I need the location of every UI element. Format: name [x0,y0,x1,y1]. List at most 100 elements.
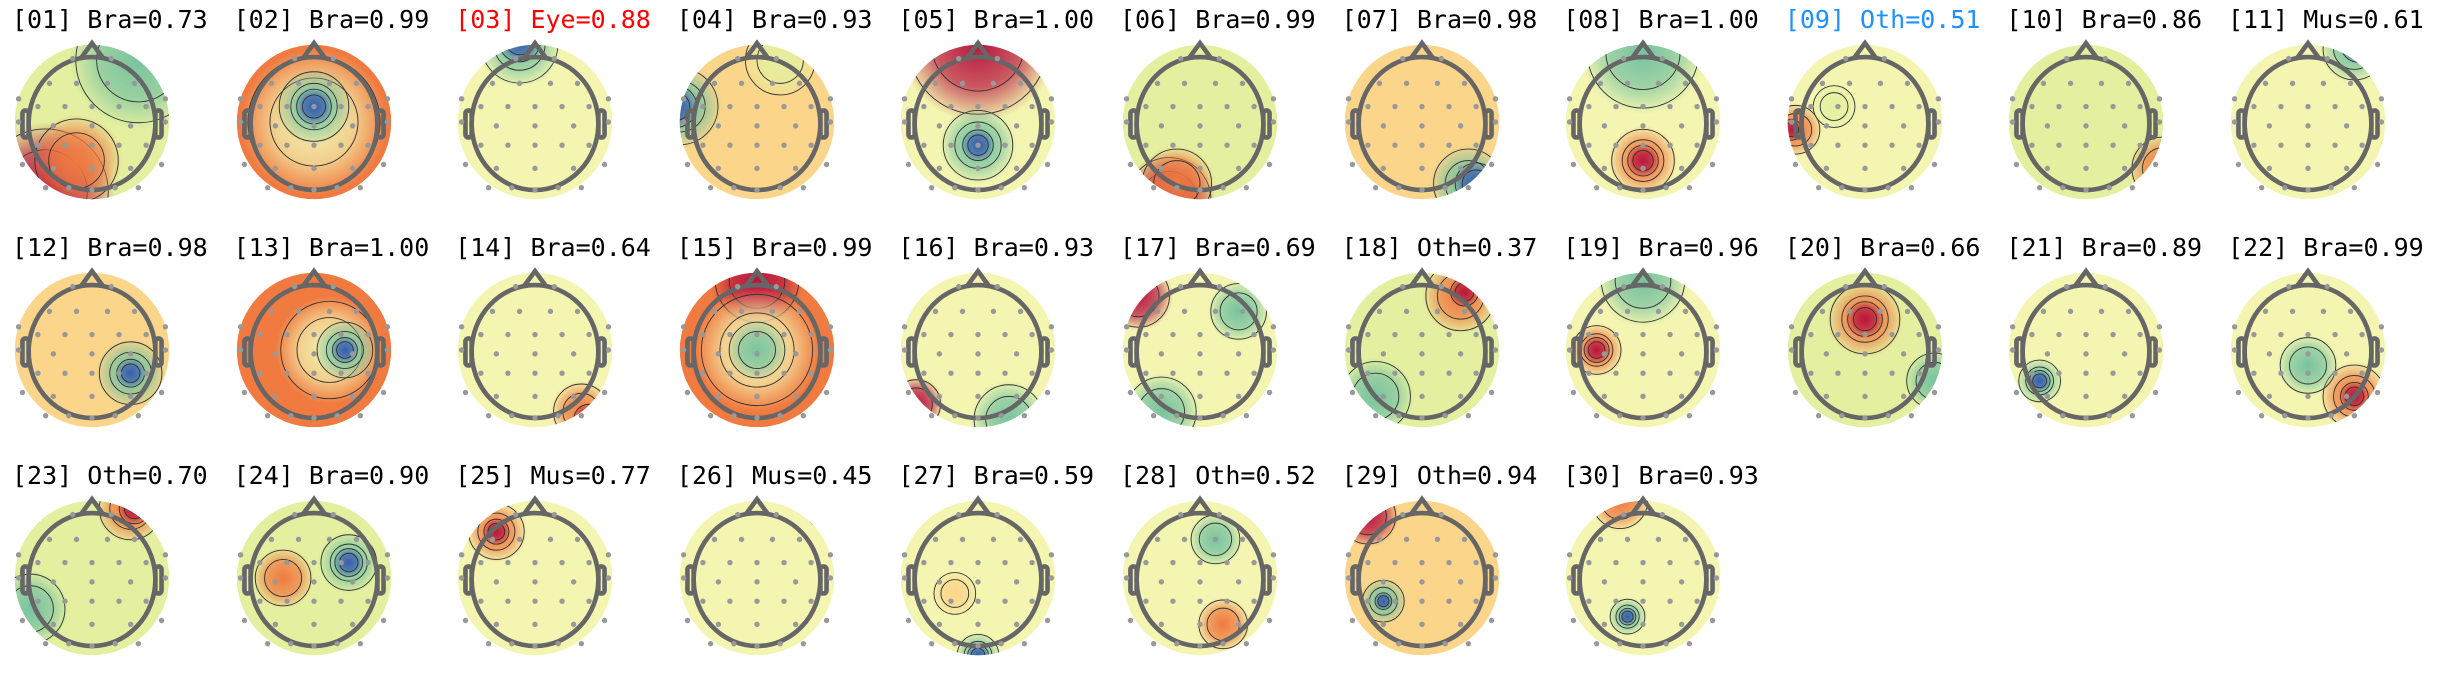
electrode-dot [605,324,612,330]
component-18[interactable]: [18] Oth=0.37 [1332,233,1554,463]
electrode-dot [2029,103,2036,110]
electrode-dot [291,511,297,518]
component-10[interactable]: [10] Bra=0.86 [1996,5,2218,235]
electrode-dot [827,119,833,125]
electrode-dot [738,308,745,315]
electrode-dot [1438,283,1444,290]
activation-blob [332,547,364,578]
electrode-dot [1399,511,1405,518]
electrode-dot [158,161,165,168]
component-25[interactable]: [25] Mus=0.77 [445,461,667,691]
electrode-dot [754,165,760,172]
electrode-dot [310,415,317,421]
electrode-dot [2289,80,2296,87]
component-13[interactable]: [13] Bra=1.00 [224,233,446,463]
electrode-dot [800,640,806,647]
contour-line [2346,44,2371,57]
component-29[interactable]: [29] Oth=0.94 [1332,461,1554,691]
electrode-dot [700,331,706,338]
electrode-dot [684,617,690,624]
electrode-dot [35,598,41,604]
electrode-dot [505,370,511,376]
electrode-dot [796,536,803,543]
component-15[interactable]: [15] Bra=0.99 [667,233,889,463]
nose-icon [1630,495,1656,516]
left-ear-icon [1128,336,1139,368]
component-24[interactable]: [24] Bra=0.90 [224,461,446,691]
topomap [457,495,613,656]
right-ear-icon [2369,336,2380,368]
electrode-dot [2157,119,2163,125]
component-8[interactable]: [08] Bra=1.00 [1553,5,1775,235]
component-7[interactable]: [07] Bra=0.98 [1332,5,1554,235]
component-6[interactable]: [06] Bra=0.99 [1110,5,1332,235]
electrode-dot [1613,598,1619,604]
component-16[interactable]: [16] Bra=0.93 [888,233,1110,463]
electrode-dot [272,621,278,628]
electrode-dot [1364,142,1371,148]
component-title: [14] Bra=0.64 [455,233,651,262]
left-ear-icon [2014,108,2026,140]
electrode-dot [754,415,760,421]
electrode-dot [991,536,997,543]
component-3[interactable]: [03] Eye=0.88 [445,5,667,235]
electrode-dot [1364,331,1371,338]
electrode-dot [1045,617,1051,624]
electrode-dot [384,119,390,125]
component-4[interactable]: [04] Bra=0.93 [667,5,889,235]
component-23[interactable]: [23] Oth=0.70 [2,461,224,691]
electrode-dot [1235,165,1242,172]
contour-line [477,512,516,551]
electrode-dot [532,598,538,604]
electrode-dot [1224,142,1230,148]
contour-line [700,293,813,407]
electrode-dot [1640,415,1646,421]
right-ear-icon [1261,564,1272,596]
component-17[interactable]: [17] Bra=0.69 [1110,233,1332,463]
electrode-dot [1842,283,1849,290]
component-28[interactable]: [28] Oth=0.52 [1110,461,1332,691]
electrode-dot [937,393,943,400]
component-1[interactable]: [01] Bra=0.73 [2,5,224,235]
electrode-dot [2262,308,2269,315]
electrode-dot [532,165,538,172]
electrode-dot [478,370,484,376]
component-11[interactable]: [11] Mus=0.61 [2218,5,2438,235]
electrode-dot [357,184,363,191]
component-30[interactable]: [30] Bra=0.93 [1553,461,1775,691]
electrode-dot [349,165,355,172]
component-26[interactable]: [26] Mus=0.45 [667,461,889,691]
component-27[interactable]: [27] Bra=0.59 [888,461,1110,691]
component-20[interactable]: [20] Bra=0.66 [1775,233,1997,463]
component-14[interactable]: [14] Bra=0.64 [445,233,667,463]
electrode-dot [380,389,386,396]
electrode-dot [1345,119,1351,125]
electrode-dot [684,389,690,396]
component-5[interactable]: [05] Bra=1.00 [888,5,1110,235]
component-title: [29] Oth=0.94 [1341,461,1538,490]
component-title: [26] Mus=0.45 [676,461,873,490]
electrode-dot [1029,559,1036,566]
electrode-dot [89,598,95,604]
component-22[interactable]: [22] Bra=0.99 [2218,233,2438,463]
electrode-dot [1154,80,1161,87]
electrode-dot [2041,308,2047,315]
electrode-dot [2110,142,2117,148]
electrode-dot [1391,559,1398,566]
electrode-dot [1621,55,1627,62]
electrode-dot [1567,96,1573,102]
left-ear-icon [906,564,918,596]
component-21[interactable]: [21] Bra=0.89 [1996,233,2218,463]
electrode-dot [991,308,997,315]
topomap [901,39,1056,200]
electrode-dot [380,617,386,624]
component-12[interactable]: [12] Bra=0.98 [2,233,224,463]
component-2[interactable]: [02] Bra=0.99 [224,5,446,235]
electrode-dot [310,643,317,649]
electrode-dot [50,123,57,129]
component-19[interactable]: [19] Bra=0.96 [1553,233,1775,463]
electrode-dot [1667,598,1673,604]
electrode-dot [364,331,371,338]
electrode-dot [715,393,721,400]
component-9[interactable]: [09] Oth=0.51 [1775,5,1997,235]
